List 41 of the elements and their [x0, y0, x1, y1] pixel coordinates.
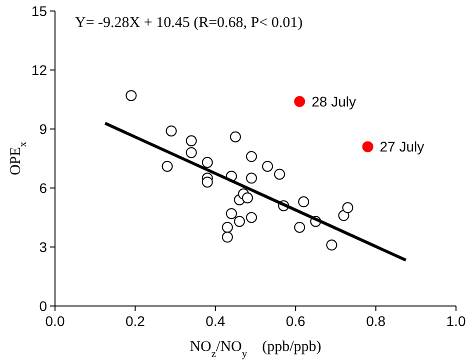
point — [294, 96, 306, 107]
y-tick-label: 3 — [39, 239, 48, 255]
point — [246, 151, 257, 162]
point — [298, 196, 310, 208]
x-tick-label: 0.0 — [45, 313, 65, 329]
y-tick-label: 15 — [31, 3, 48, 19]
point — [326, 240, 338, 251]
point — [230, 131, 241, 142]
y-tick-label: 9 — [39, 121, 48, 137]
x-tick-label: 0.2 — [125, 313, 146, 329]
x-tick-label: 1.0 — [446, 313, 466, 329]
y-tick-label: 6 — [39, 180, 48, 196]
point — [262, 160, 274, 172]
y-tick-label: 0 — [39, 298, 48, 314]
x-tick-label: 0.4 — [206, 313, 226, 329]
annotation: Y= -9.28X + 10.45 (R=0.68, P< 0.01) — [75, 15, 303, 31]
point — [246, 172, 257, 184]
point — [162, 160, 173, 172]
point — [338, 210, 350, 222]
point — [274, 168, 286, 180]
point — [294, 222, 306, 233]
point — [362, 141, 374, 152]
point — [222, 232, 233, 243]
point — [166, 125, 177, 136]
point — [222, 222, 233, 233]
y-tick-label: 12 — [31, 62, 48, 78]
point — [234, 216, 245, 227]
point — [126, 90, 137, 102]
point — [246, 212, 257, 223]
point — [202, 156, 213, 168]
annotation: 28 July — [312, 93, 356, 110]
point — [186, 147, 197, 158]
point — [342, 202, 354, 214]
point — [186, 135, 197, 146]
point — [226, 208, 237, 220]
annotation: 27 July — [380, 138, 424, 155]
x-tick-label: 0.8 — [366, 313, 386, 329]
point — [202, 176, 213, 188]
x-tick-label: 0.6 — [286, 313, 306, 329]
text: NO$_{z}$/NO$_{y}$ (ppb/ppb) — [190, 339, 322, 360]
point — [242, 192, 253, 204]
